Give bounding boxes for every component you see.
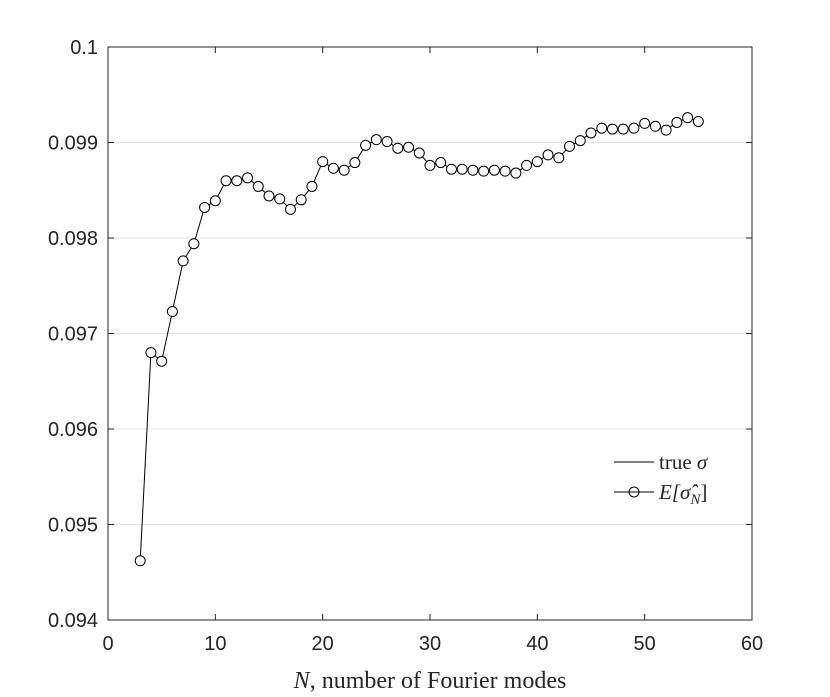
data-point-marker — [349, 157, 361, 169]
data-point-marker — [488, 164, 500, 176]
data-point-marker — [692, 115, 704, 127]
data-point-marker — [521, 159, 533, 171]
x-axis-title: N, number of Fourier modes — [293, 668, 567, 694]
data-point-marker — [542, 149, 554, 161]
x-tick-label: 20 — [312, 633, 334, 655]
legend-label-true-sigma: true σ — [659, 450, 709, 474]
data-point-marker — [467, 164, 479, 176]
data-point-marker — [360, 139, 372, 151]
data-point-marker — [263, 190, 275, 202]
data-point-marker — [628, 122, 640, 134]
data-point-marker — [188, 238, 200, 250]
y-tick-label: 0.099 — [48, 133, 98, 155]
data-point-marker — [478, 165, 490, 177]
data-point-marker — [413, 147, 425, 159]
data-point-marker — [317, 156, 329, 168]
data-point-marker — [177, 255, 189, 267]
data-point-marker — [252, 180, 264, 192]
data-point-marker — [370, 134, 382, 146]
ticks — [107, 46, 753, 621]
data-point-marker — [134, 555, 146, 567]
data-point-marker — [166, 306, 178, 318]
tick-labels: 0.094 0.095 0.096 0.097 0.098 0.099 0.1 0 10 20 30… — [48, 37, 763, 655]
legend: true σ E[σ̂N] — [614, 450, 709, 508]
data-point-marker — [682, 112, 694, 124]
data-point-marker — [145, 347, 157, 359]
x-tick-label: 30 — [419, 633, 441, 655]
data-point-marker — [231, 175, 243, 187]
data-point-marker — [660, 124, 672, 136]
y-tick-label: 0.094 — [48, 610, 98, 632]
x-tick-label: 50 — [634, 633, 656, 655]
data-point-marker — [596, 122, 608, 134]
x-tick-label: 10 — [204, 633, 226, 655]
x-tick-label: 60 — [741, 633, 763, 655]
data-point-marker — [381, 136, 393, 148]
data-point-marker — [199, 201, 211, 213]
data-point-marker — [456, 163, 468, 175]
x-tick-label: 40 — [526, 633, 548, 655]
data-point-marker — [510, 167, 522, 179]
y-tick-label: 0.096 — [48, 419, 98, 441]
data-point-marker — [242, 172, 254, 184]
data-point-marker — [553, 152, 565, 164]
data-point-marker — [499, 165, 511, 177]
data-point-marker — [220, 175, 232, 187]
data-point-marker — [424, 159, 436, 171]
data-point-marker — [639, 117, 651, 129]
series-layer — [134, 46, 704, 567]
legend-label-expected-sigma-hat: E[σ̂N] — [658, 480, 707, 508]
data-point-marker — [531, 156, 543, 168]
data-point-marker — [284, 203, 296, 215]
data-point-marker — [671, 116, 683, 128]
data-point-marker — [574, 135, 586, 147]
data-point-marker — [649, 120, 661, 132]
data-point-marker — [209, 195, 221, 207]
data-point-marker — [306, 180, 318, 192]
x-tick-label: 0 — [102, 633, 113, 655]
data-point-marker — [445, 163, 457, 175]
data-point-marker — [403, 141, 415, 153]
data-point-marker — [156, 355, 168, 367]
data-point-marker — [435, 157, 447, 169]
y-tick-label: 0.1 — [70, 37, 98, 59]
y-tick-label: 0.098 — [48, 228, 98, 250]
data-point-marker — [617, 123, 629, 135]
data-point-marker — [564, 140, 576, 152]
y-tick-label: 0.097 — [48, 324, 98, 346]
data-point-marker — [585, 127, 597, 139]
data-point-marker — [392, 142, 404, 154]
data-point-marker — [327, 162, 339, 174]
data-point-marker — [338, 164, 350, 176]
data-point-marker — [274, 193, 286, 205]
y-tick-label: 0.095 — [48, 515, 98, 537]
legend-marker-expected-sigma-hat — [628, 486, 640, 498]
data-point-marker — [295, 194, 307, 206]
data-point-marker — [606, 123, 618, 135]
grid — [108, 142, 752, 525]
